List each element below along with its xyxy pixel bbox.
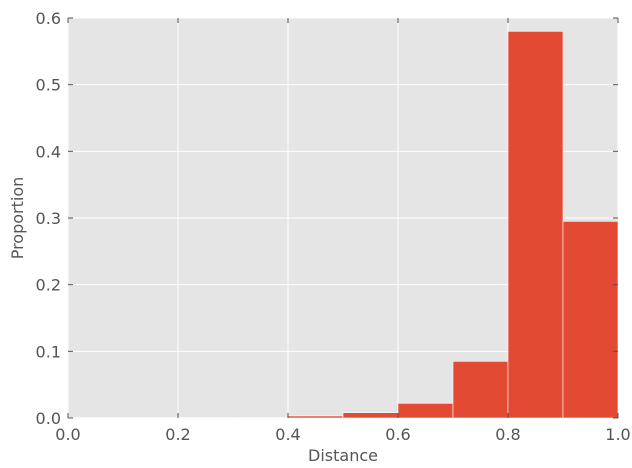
x-tick-label: 0.8 — [495, 425, 520, 444]
histogram-bar — [507, 31, 564, 419]
histogram-bar — [67, 417, 124, 419]
x-tick-label: 0.6 — [385, 425, 410, 444]
axis-ticks — [67, 17, 619, 419]
y-tick-label: 0.3 — [36, 209, 61, 228]
histogram-bar — [122, 417, 179, 419]
histogram-bar — [287, 415, 344, 419]
y-tick-label: 0.4 — [36, 142, 61, 161]
y-tick-label: 0.6 — [36, 9, 61, 28]
x-axis-label: Distance — [308, 446, 378, 464]
y-tick-label: 0.5 — [36, 76, 61, 95]
x-tick-label: 1.0 — [605, 425, 630, 444]
histogram-bar — [232, 417, 289, 419]
y-tick-label: 0.2 — [36, 276, 61, 295]
tick-labels: 0.0 0.2 0.4 0.6 0.8 1.0 0.0 0.1 0.2 0.3 0.4 0.5 0.6 — [36, 9, 631, 444]
y-tick-label: 0.1 — [36, 342, 61, 361]
y-axis-label: Proportion — [8, 177, 27, 260]
histogram-bar — [452, 361, 509, 419]
x-tick-label: 0.4 — [275, 425, 300, 444]
histogram-bar — [342, 412, 399, 419]
y-tick-label: 0.0 — [36, 409, 61, 428]
x-tick-label: 0.2 — [165, 425, 190, 444]
histogram-bar — [177, 417, 234, 419]
x-tick-label: 0.0 — [55, 425, 80, 444]
bars — [67, 31, 619, 419]
histogram-bar — [562, 221, 619, 419]
histogram-bar — [397, 403, 454, 419]
